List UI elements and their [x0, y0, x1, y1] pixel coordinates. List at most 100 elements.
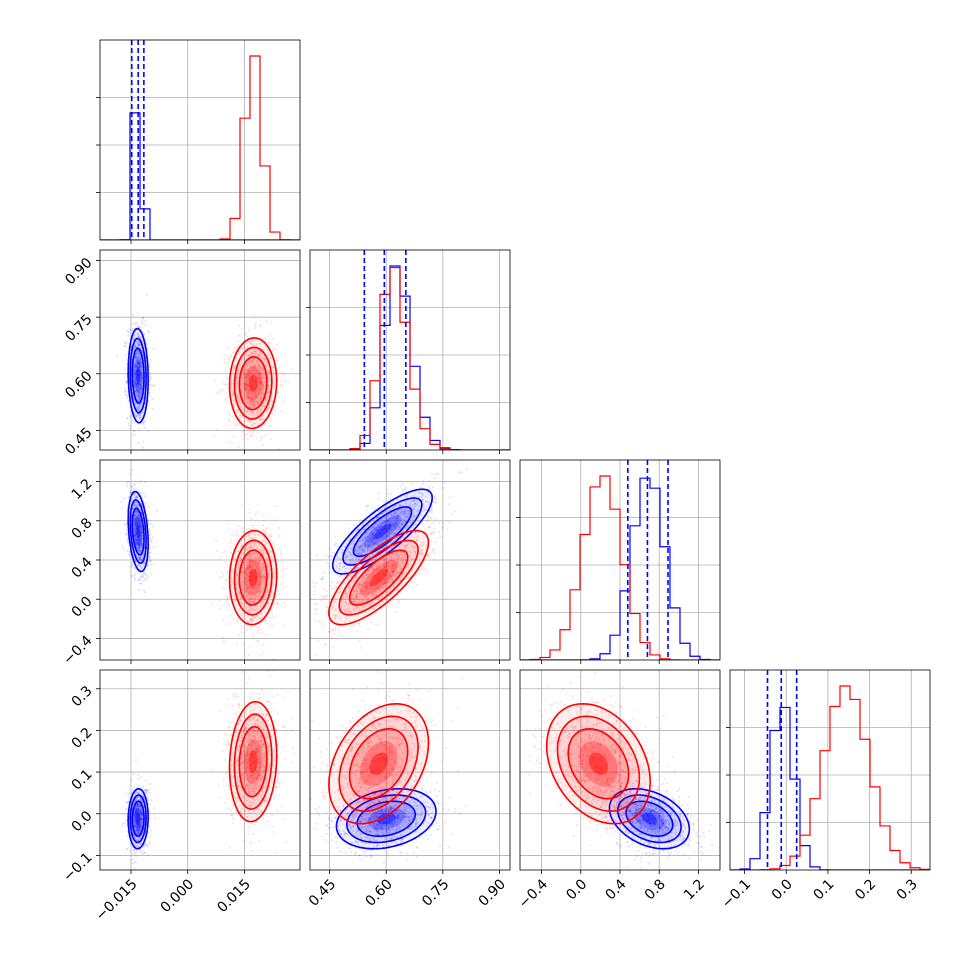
- scatter-point: [272, 347, 275, 350]
- scatter-point: [137, 395, 140, 398]
- scatter-point: [251, 387, 254, 390]
- density-level-0-0: [331, 488, 434, 575]
- scatter-point: [140, 359, 143, 362]
- scatter-point: [134, 356, 137, 359]
- scatter-point: [254, 365, 257, 368]
- scatter-point: [409, 510, 412, 513]
- scatter-point: [135, 542, 138, 545]
- scatter-point: [147, 564, 149, 567]
- scatter-point: [324, 644, 327, 646]
- scatter-point: [355, 561, 358, 563]
- scatter-point: [362, 576, 364, 578]
- scatter-point: [244, 546, 247, 549]
- scatter-point: [381, 528, 383, 531]
- scatter-point: [131, 508, 134, 511]
- scatter-point: [140, 415, 143, 418]
- scatter-point: [379, 524, 381, 527]
- scatter-point: [351, 553, 354, 556]
- scatter-point: [240, 391, 243, 393]
- scatter-point: [252, 409, 255, 412]
- scatter-point: [238, 533, 241, 536]
- scatter-point: [263, 359, 266, 362]
- scatter-point: [136, 382, 139, 384]
- scatter-point: [262, 402, 265, 405]
- scatter-point: [395, 551, 398, 554]
- scatter-point: [252, 586, 255, 588]
- scatter-point: [138, 381, 141, 384]
- scatter-point: [148, 380, 151, 382]
- scatter-point: [244, 389, 247, 392]
- scatter-point: [139, 548, 142, 551]
- scatter-point: [401, 562, 404, 565]
- scatter-point: [146, 547, 148, 550]
- scatter-point: [374, 573, 377, 576]
- scatter-point: [414, 492, 417, 495]
- scatter-point: [253, 561, 256, 564]
- scatter-point: [359, 532, 362, 534]
- scatter-point: [136, 536, 139, 538]
- scatter-point: [141, 374, 144, 377]
- scatter-point: [259, 376, 262, 379]
- scatter-point: [251, 382, 254, 384]
- scatter-point: [251, 577, 253, 580]
- scatter-point: [136, 518, 139, 520]
- scatter-point: [135, 368, 138, 371]
- scatter-point: [375, 570, 378, 573]
- scatter-point: [260, 398, 263, 401]
- scatter-point: [240, 408, 243, 411]
- scatter-point: [410, 527, 413, 529]
- scatter-point: [134, 532, 137, 535]
- scatter-point: [444, 481, 446, 484]
- scatter-point: [150, 572, 153, 575]
- scatter-point: [137, 579, 140, 582]
- scatter-point: [156, 509, 158, 512]
- scatter-point: [365, 583, 367, 586]
- scatter-point: [134, 549, 137, 552]
- scatter-point: [373, 574, 376, 577]
- scatter-point: [241, 430, 244, 432]
- scatter-point: [248, 369, 250, 372]
- scatter-point: [346, 616, 349, 618]
- scatter-point: [136, 376, 139, 378]
- scatter-point: [423, 541, 425, 544]
- scatter-point: [397, 517, 400, 519]
- scatter-point: [428, 510, 431, 513]
- scatter-point: [357, 549, 359, 552]
- scatter-point: [245, 564, 248, 567]
- scatter-point: [251, 366, 254, 369]
- scatter-point: [131, 507, 134, 510]
- scatter-point: [143, 391, 146, 394]
- scatter-point: [135, 378, 138, 381]
- scatter-point: [404, 511, 406, 514]
- scatter-point: [246, 586, 249, 589]
- scatter-point: [246, 392, 249, 395]
- scatter-point: [345, 617, 347, 620]
- density-level-0-1: [342, 497, 423, 566]
- scatter-point: [351, 532, 354, 535]
- scatter-point: [135, 546, 138, 549]
- scatter-point: [268, 535, 271, 537]
- scatter-point: [264, 620, 267, 623]
- scatter-point: [135, 522, 138, 525]
- scatter-point: [394, 532, 397, 535]
- scatter-point: [137, 335, 140, 338]
- scatter-point: [140, 371, 143, 374]
- scatter-point: [145, 342, 147, 345]
- scatter-point: [380, 509, 383, 511]
- scatter-point: [254, 375, 257, 378]
- scatter-point: [365, 531, 368, 534]
- scatter-point: [344, 556, 347, 559]
- scatter-point: [151, 407, 154, 410]
- scatter-point: [142, 446, 144, 449]
- scatter-point: [426, 519, 429, 522]
- scatter-point: [279, 548, 282, 550]
- scatter-point: [131, 560, 134, 563]
- scatter-point: [259, 364, 261, 367]
- scatter-point: [248, 354, 251, 357]
- scatter-point: [377, 492, 380, 495]
- scatter-point: [396, 513, 398, 516]
- scatter-point: [246, 396, 249, 398]
- scatter-point: [137, 361, 140, 364]
- scatter-point: [132, 376, 135, 379]
- scatter-point: [247, 384, 250, 386]
